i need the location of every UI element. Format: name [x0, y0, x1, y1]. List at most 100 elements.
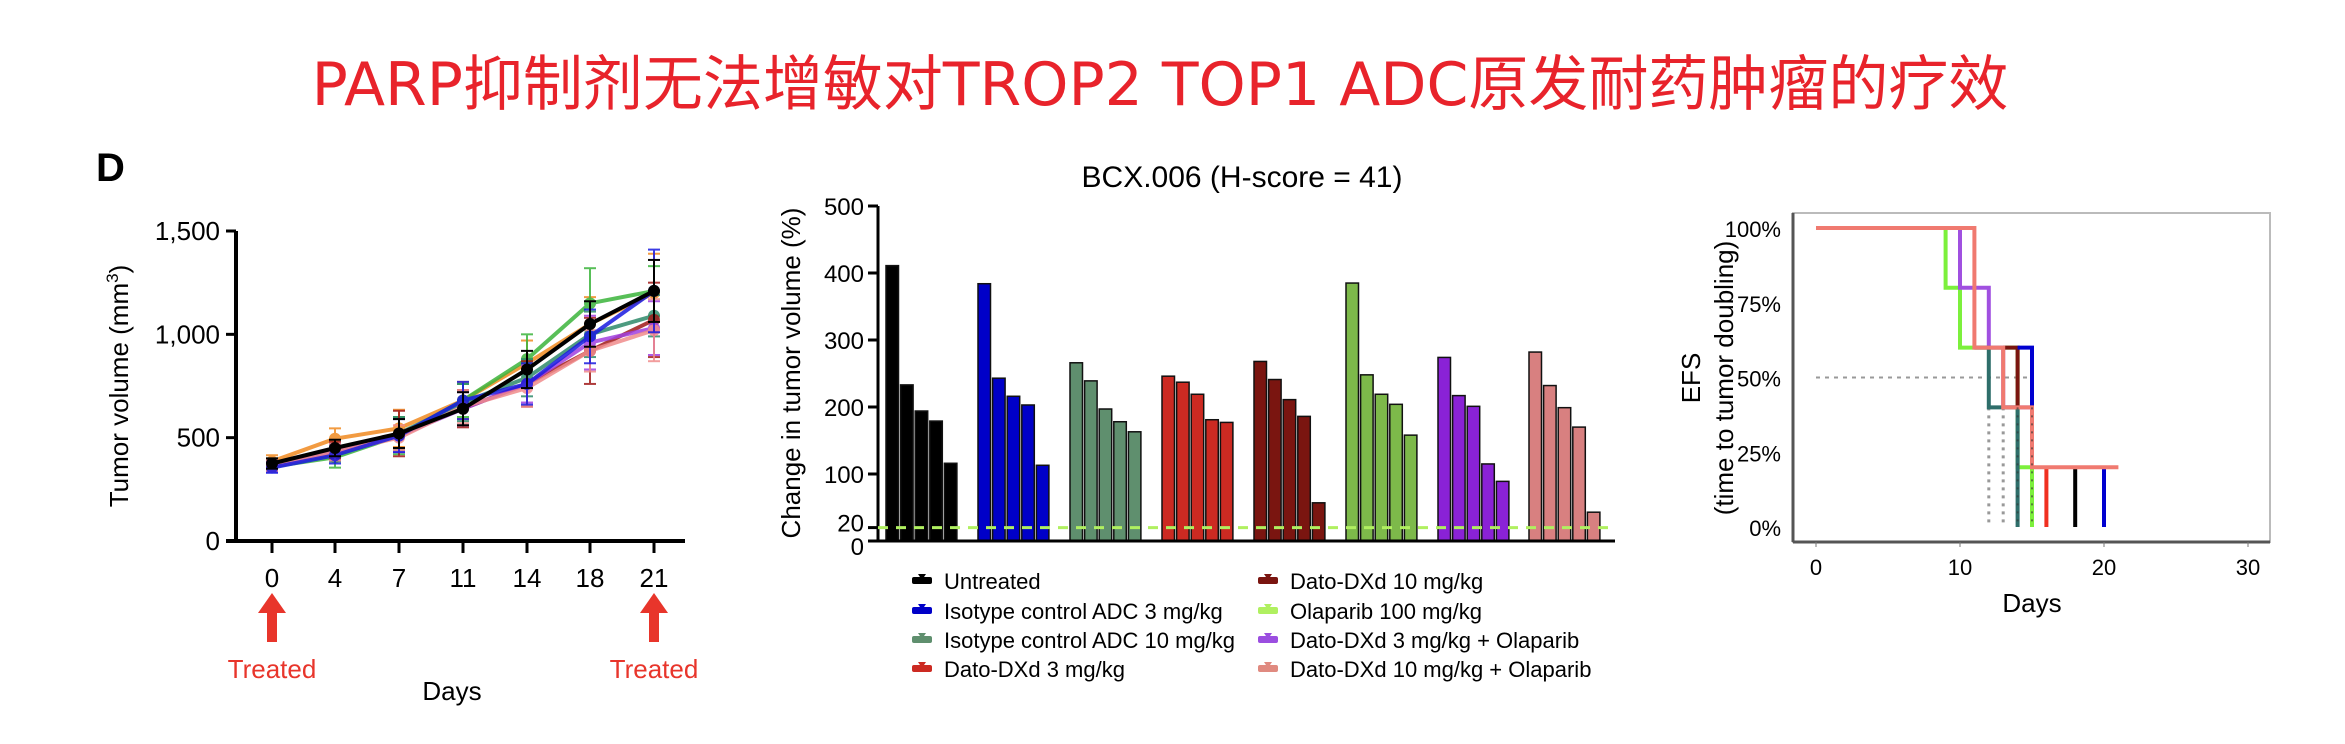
bar	[1127, 431, 1142, 542]
bar	[1345, 282, 1360, 542]
legend-label: Untreated	[944, 569, 1041, 594]
legend-label: Isotype control ADC 10 mg/kg	[944, 628, 1235, 653]
bar	[1359, 374, 1374, 542]
legend-marker-icon	[1264, 604, 1272, 610]
km-chart-y-sublabel: (time to tumor doubling)	[1709, 241, 1739, 516]
bar	[899, 384, 914, 542]
km-chart-x-label: Days	[2002, 588, 2061, 618]
bar	[977, 282, 992, 542]
bar	[1113, 420, 1128, 542]
km-chart-plot-area: 0% 25% 50% 75% 100% 0 10 20 30	[1725, 212, 2271, 580]
bar-chart-bars	[885, 264, 1601, 542]
bar	[1021, 404, 1036, 542]
legend-item: Dato-DXd 10 mg/kg	[1258, 569, 1483, 594]
bar	[1451, 394, 1466, 542]
legend-label: Dato-DXd 3 mg/kg	[944, 657, 1125, 682]
y-tick-label: 500	[177, 423, 220, 453]
bar	[1437, 356, 1452, 542]
bar	[1403, 434, 1418, 542]
legend-item: Isotype control ADC 3 mg/kg	[912, 599, 1223, 624]
treated-arrow-shaft	[649, 612, 659, 642]
legend-marker-icon	[918, 574, 926, 580]
bar	[1175, 381, 1190, 542]
bar-group-untreated	[885, 264, 958, 542]
legend-marker-icon	[918, 604, 926, 610]
bar	[1311, 502, 1326, 542]
legend-item: Dato-DXd 10 mg/kg + Olaparib	[1258, 657, 1591, 682]
treated-label: Treated	[610, 654, 699, 684]
legend-item: Olaparib 100 mg/kg	[1258, 599, 1482, 624]
bar	[1083, 380, 1098, 542]
legend-marker-icon	[1264, 633, 1272, 639]
km-chart-series	[1816, 226, 2119, 527]
bar-group-dato-dxd-3-mg-kg	[1161, 375, 1234, 542]
bar	[1389, 403, 1404, 542]
legend-swatch-icon	[912, 607, 932, 614]
legend-swatch-icon	[912, 665, 932, 672]
bar-group-isotype-control-adc-10-mg-kg	[1069, 362, 1142, 542]
bar-group-dato-dxd-3-mg-kg-olaparib	[1437, 356, 1510, 542]
data-point	[393, 427, 405, 440]
legend-item: Dato-DXd 3 mg/kg + Olaparib	[1258, 628, 1579, 653]
y-tick-label: 20	[837, 511, 864, 538]
x-tick-label: 18	[576, 563, 605, 593]
bar	[1528, 351, 1543, 542]
y-tick-label: 1,500	[155, 216, 220, 246]
legend-marker-icon	[918, 662, 926, 668]
legend-label: Dato-DXd 10 mg/kg + Olaparib	[1290, 657, 1591, 682]
legend-swatch-icon	[912, 577, 932, 584]
bar	[1161, 375, 1176, 542]
line-chart-y-label: Tumor volume (mm3)	[103, 265, 134, 508]
y-tick-label: 300	[824, 328, 864, 355]
bar	[1190, 393, 1205, 542]
y-tick-label: 1,000	[155, 319, 220, 349]
bar	[1006, 395, 1021, 542]
bar	[1572, 426, 1587, 542]
y-tick-label: 400	[824, 261, 864, 288]
bar	[1069, 362, 1084, 542]
bar	[1557, 406, 1572, 542]
km-step-line	[1816, 226, 2034, 527]
treated-arrow-shaft	[267, 612, 277, 642]
treated-arrow-up-icon	[640, 593, 668, 613]
y-tick-label: 0%	[1749, 516, 1781, 541]
legend-item: Isotype control ADC 10 mg/kg	[912, 628, 1235, 653]
y-tick-label: 50%	[1737, 367, 1781, 392]
bar-chart-title: BCX.006 (H-score = 41)	[1082, 161, 1403, 194]
bar	[1253, 360, 1268, 542]
x-tick-label: 7	[392, 563, 406, 593]
x-tick-label: 14	[513, 563, 542, 593]
km-step-line	[2017, 345, 2034, 408]
line-chart-x-axis: 0 4 7 11 14 18 21	[226, 539, 685, 593]
treated-arrow-up-icon	[258, 593, 286, 613]
bar-group-olaparib-100-mg-kg	[1345, 282, 1418, 542]
y-tick-label: 25%	[1737, 441, 1781, 466]
bar	[943, 462, 958, 542]
line-chart-series	[266, 248, 660, 474]
y-tick-label: 0	[206, 526, 220, 556]
bar	[1282, 398, 1297, 542]
bar	[1495, 480, 1510, 542]
x-tick-label: 0	[1810, 555, 1822, 580]
y-tick-label: 75%	[1737, 292, 1781, 317]
bar-chart-legend: Untreated Isotype control ADC 3 mg/kg Isot…	[912, 569, 1591, 682]
y-tick-label: 200	[824, 395, 864, 422]
treated-annotations: Treated Treated	[228, 593, 699, 684]
y-tick-label: 100%	[1725, 217, 1781, 242]
data-point	[329, 442, 341, 454]
series-line	[271, 291, 655, 464]
bar	[1098, 408, 1113, 542]
bar	[1481, 463, 1496, 542]
bar	[1542, 384, 1557, 542]
legend-label: Isotype control ADC 3 mg/kg	[944, 599, 1223, 624]
bar-chart-axes: 020 100 200 300 400 500	[824, 194, 1615, 561]
data-point	[266, 457, 278, 470]
x-tick-label: 10	[1948, 555, 1972, 580]
bar	[1374, 393, 1389, 542]
km-chart-y-label: EFS	[1676, 353, 1706, 404]
bar	[885, 264, 900, 542]
legend-swatch-icon	[1258, 577, 1278, 584]
panel-letter: D	[96, 146, 125, 190]
x-tick-label: 21	[640, 563, 669, 593]
